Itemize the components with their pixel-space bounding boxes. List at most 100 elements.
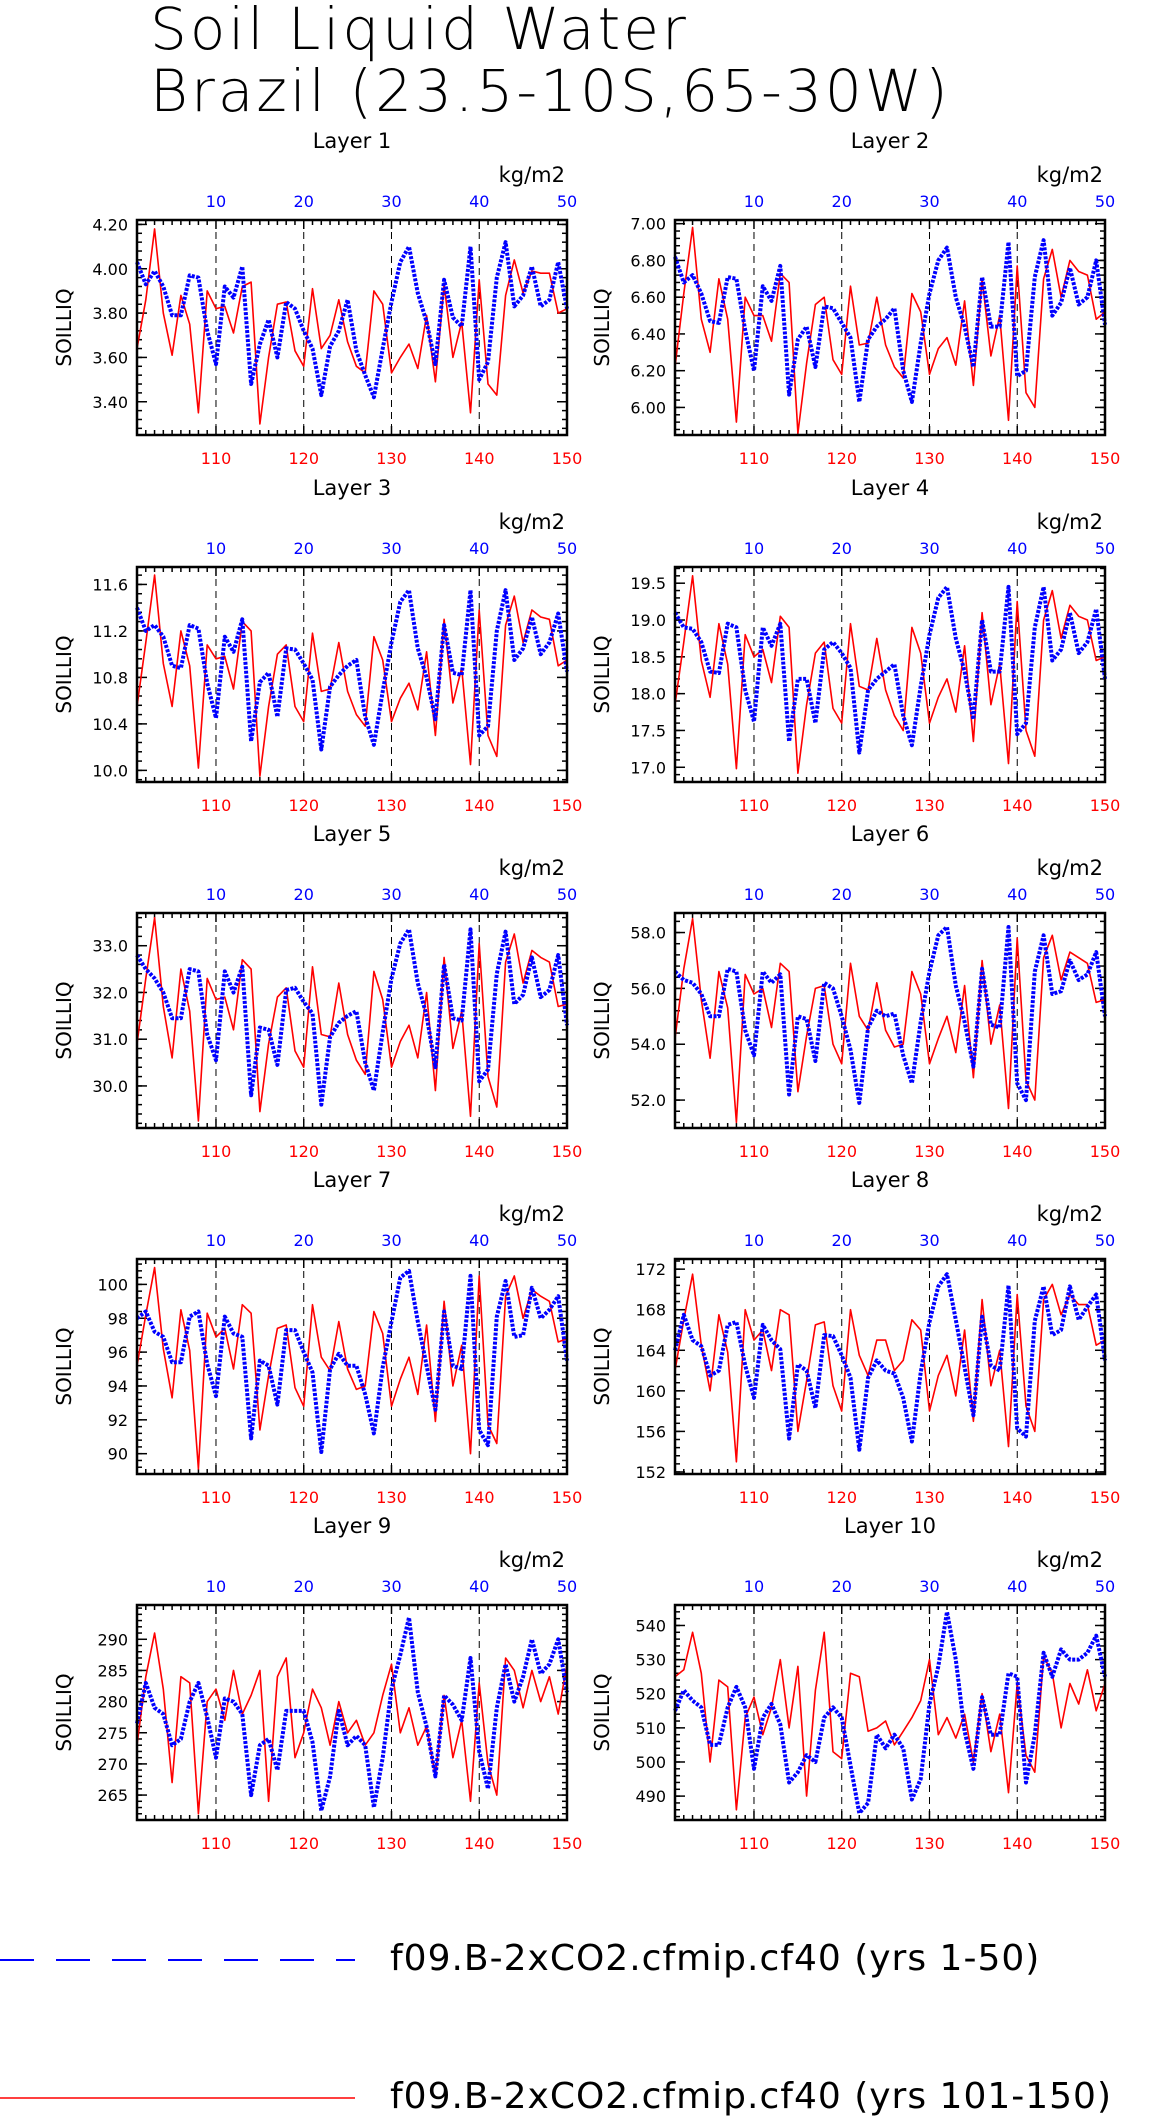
plot-frame (673, 1257, 1107, 1476)
x-tick-label-top: 10 (744, 192, 764, 211)
x-tick-label-top: 30 (381, 192, 401, 211)
x-tick-label-top: 20 (294, 539, 314, 558)
y-tick-label: 11.2 (92, 622, 128, 641)
x-tick-label-top: 50 (1095, 1231, 1115, 1250)
series-line-blue (135, 1268, 569, 1454)
chart-panel-2: Layer 2 kg/m2 6.00 6.20 6.40 6.60 6.80 7.00 SOIL… (590, 129, 1120, 468)
x-tick-label-bottom: 120 (288, 1142, 319, 1161)
x-tick-label-bottom: 140 (464, 796, 495, 815)
x-tick-label-top: 20 (832, 1577, 852, 1596)
y-tick-label: 4.00 (92, 260, 128, 279)
top-units-label: kg/m2 (499, 163, 565, 187)
x-tick-label-bottom: 150 (552, 796, 583, 815)
x-tick-label-top: 30 (381, 1577, 401, 1596)
y-tick-label: 152 (635, 1463, 666, 1482)
top-units-label: kg/m2 (499, 510, 565, 534)
top-units-label: kg/m2 (499, 1202, 565, 1226)
y-tick-label: 270 (97, 1755, 128, 1774)
plot-frame (673, 218, 1107, 437)
y-tick-label: 6.60 (630, 288, 666, 307)
panel-title: Layer 3 (313, 476, 392, 500)
series-line-blue (135, 240, 569, 400)
y-tick-label: 92 (108, 1411, 128, 1430)
y-tick-label: 172 (635, 1260, 666, 1279)
y-axis-label: SOILLIQ (52, 635, 76, 713)
y-tick-label: 160 (635, 1382, 666, 1401)
x-tick-label-bottom: 110 (739, 1488, 770, 1507)
x-tick-label-top: 50 (557, 885, 577, 904)
x-tick-label-top: 10 (206, 192, 226, 211)
x-tick-label-top: 30 (919, 1577, 939, 1596)
chart-panel-9: Layer 9 kg/m2 265 270 275 280 285 290 SOILLIQ 110… (52, 1514, 582, 1853)
x-tick-label-bottom: 110 (201, 1488, 232, 1507)
y-tick-label: 6.40 (630, 325, 666, 344)
x-tick-label-bottom: 130 (376, 1488, 407, 1507)
x-tick-label-bottom: 150 (1090, 796, 1121, 815)
x-tick-label-bottom: 130 (376, 1834, 407, 1853)
y-tick-label: 98 (108, 1309, 128, 1328)
series-line-blue (673, 1609, 1107, 1816)
series-line-red (136, 228, 568, 425)
x-tick-label-bottom: 140 (1002, 1834, 1033, 1853)
y-tick-label: 510 (635, 1719, 666, 1738)
series-line-blue (673, 584, 1107, 755)
x-tick-label-bottom: 130 (914, 796, 945, 815)
y-tick-label: 52.0 (630, 1091, 666, 1110)
panel-title: Layer 4 (851, 476, 930, 500)
y-tick-label: 3.60 (92, 348, 128, 367)
y-tick-label: 290 (97, 1630, 128, 1649)
x-tick-label-top: 50 (557, 192, 577, 211)
x-tick-label-bottom: 140 (1002, 1142, 1033, 1161)
y-axis-label: SOILLIQ (590, 1673, 614, 1751)
y-tick-label: 31.0 (92, 1030, 128, 1049)
x-tick-label-top: 30 (381, 539, 401, 558)
y-tick-label: 6.00 (630, 398, 666, 417)
y-tick-label: 530 (635, 1651, 666, 1670)
x-tick-label-top: 40 (469, 192, 489, 211)
x-tick-label-top: 10 (206, 539, 226, 558)
x-tick-label-bottom: 150 (1090, 1488, 1121, 1507)
x-tick-label-top: 40 (1007, 539, 1027, 558)
x-tick-label-top: 30 (919, 192, 939, 211)
y-axis-label: SOILLIQ (52, 1327, 76, 1405)
y-axis-label: SOILLIQ (590, 288, 614, 366)
plot-frame (673, 911, 1107, 1130)
x-tick-label-top: 40 (1007, 1577, 1027, 1596)
panel-title: Layer 10 (844, 1514, 936, 1538)
x-tick-label-top: 20 (832, 885, 852, 904)
top-units-label: kg/m2 (1037, 163, 1103, 187)
x-tick-label-top: 30 (919, 539, 939, 558)
x-tick-label-top: 20 (294, 1231, 314, 1250)
x-tick-label-bottom: 120 (288, 449, 319, 468)
series-line-red (136, 574, 568, 778)
y-tick-label: 33.0 (92, 937, 128, 956)
x-tick-label-bottom: 120 (826, 449, 857, 468)
x-tick-label-bottom: 140 (1002, 1488, 1033, 1507)
x-tick-label-top: 30 (381, 885, 401, 904)
y-tick-label: 520 (635, 1685, 666, 1704)
series-line-red (136, 916, 568, 1122)
x-tick-label-bottom: 140 (464, 449, 495, 468)
x-tick-label-bottom: 120 (288, 796, 319, 815)
x-tick-label-top: 10 (206, 1231, 226, 1250)
y-tick-label: 285 (97, 1661, 128, 1680)
y-tick-label: 6.80 (630, 251, 666, 270)
series-line-red (136, 1266, 568, 1470)
legend-label-red: f09.B-2xCO2.cfmip.cf40 (yrs 101-150) (390, 2076, 1113, 2117)
x-tick-label-bottom: 150 (1090, 1834, 1121, 1853)
y-tick-label: 58.0 (630, 924, 666, 943)
x-tick-label-bottom: 150 (1090, 1142, 1121, 1161)
plot-frame (673, 1603, 1107, 1822)
y-tick-label: 54.0 (630, 1035, 666, 1054)
y-tick-label: 19.5 (630, 574, 666, 593)
legend (0, 1959, 355, 2099)
x-tick-label-bottom: 130 (914, 449, 945, 468)
x-tick-label-top: 50 (1095, 1577, 1115, 1596)
x-tick-label-bottom: 110 (739, 1142, 770, 1161)
chart-panel-8: Layer 8 kg/m2 152 156 160 164 168 172 SOILLIQ 110… (590, 1168, 1120, 1507)
x-tick-label-bottom: 140 (1002, 796, 1033, 815)
x-tick-label-bottom: 140 (1002, 449, 1033, 468)
x-tick-label-bottom: 130 (376, 449, 407, 468)
x-tick-label-top: 10 (206, 1577, 226, 1596)
